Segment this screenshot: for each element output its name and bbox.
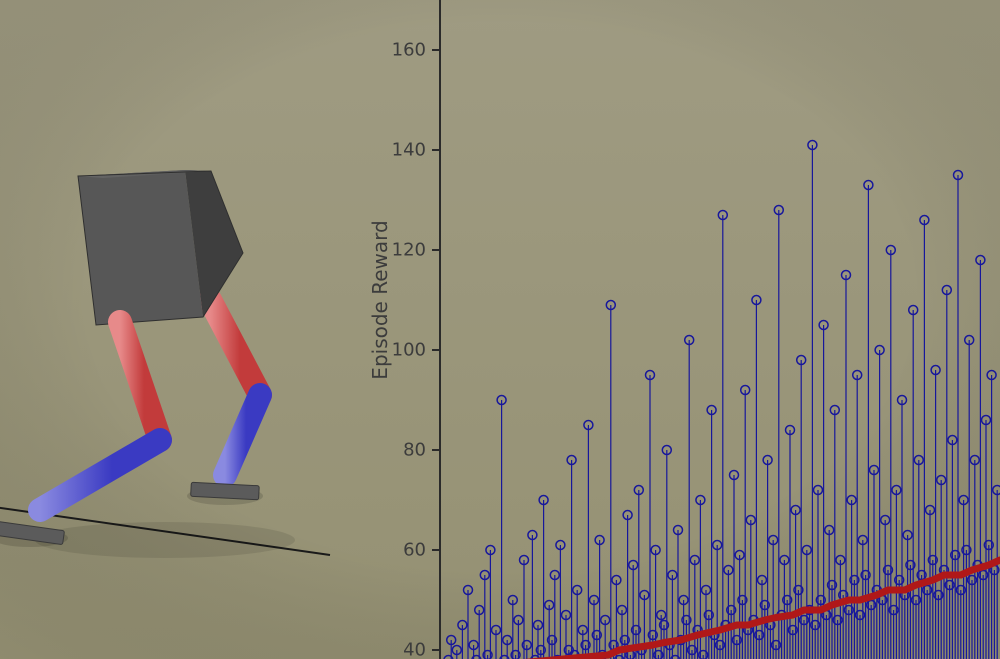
chart-y-tick: 100 [392, 340, 432, 361]
chart-y-tick: 60 [403, 540, 432, 561]
chart-y-axis [432, 0, 440, 659]
chart-y-tick: 120 [392, 240, 432, 261]
chart-y-tick: 40 [403, 640, 432, 659]
scene-root: 40 60 80 100 120 140 160 Episode Reward [0, 0, 1000, 659]
chart-y-tick: 140 [392, 140, 432, 161]
reward-chart [0, 0, 1000, 659]
chart-y-tick: 80 [403, 440, 432, 461]
chart-y-label: Episode Reward [368, 220, 392, 379]
chart-y-tick: 160 [392, 40, 432, 61]
chart-stems [440, 145, 997, 659]
